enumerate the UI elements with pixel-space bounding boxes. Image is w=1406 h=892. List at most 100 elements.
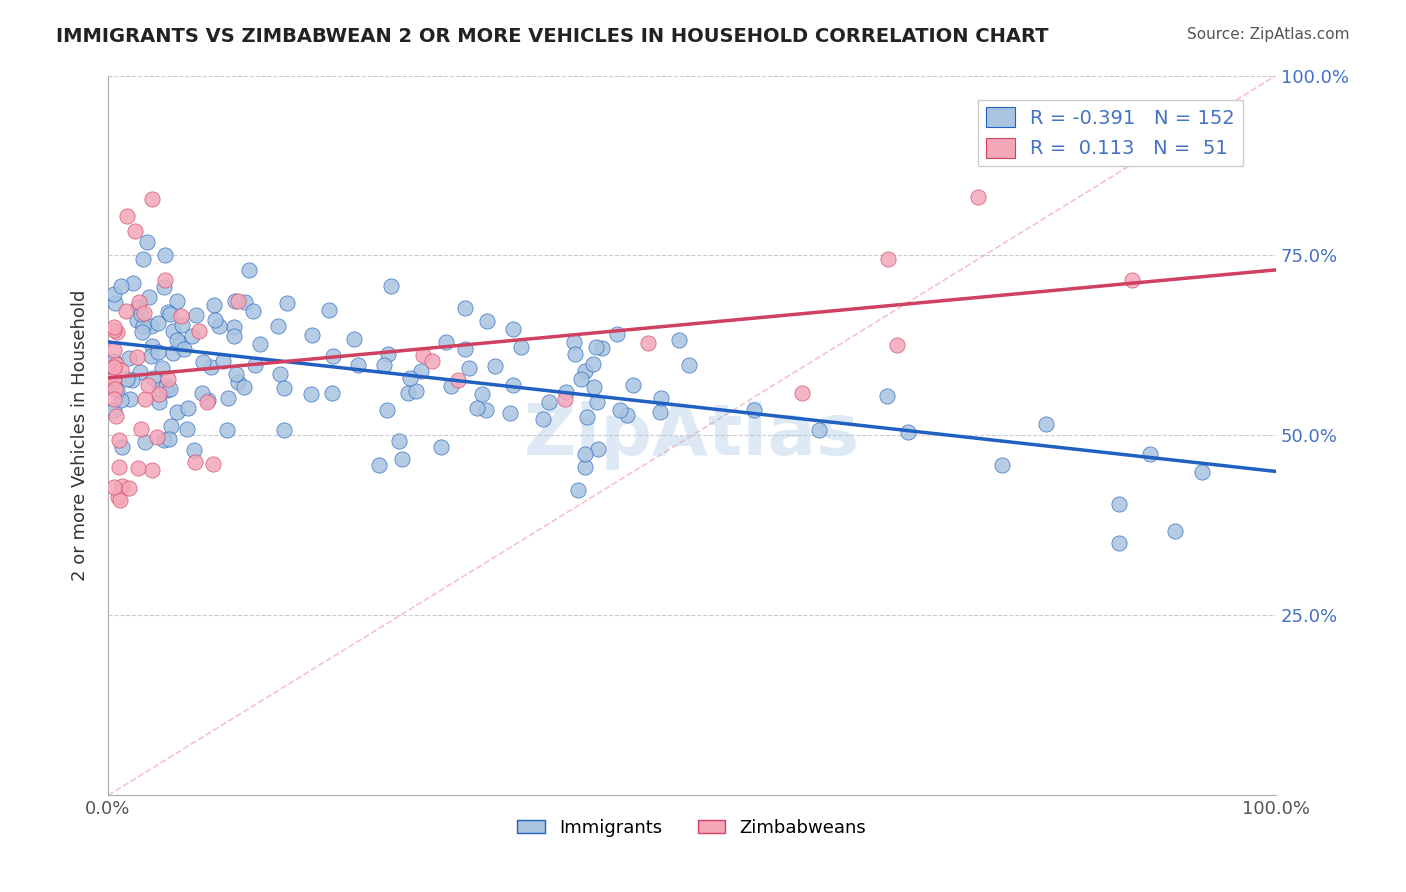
- Immigrants: [499, 405, 522, 419]
- Immigrants: [391, 452, 413, 467]
- Immigrants: [398, 371, 420, 385]
- Immigrants: [477, 314, 499, 328]
- Zimbabweans: [157, 371, 180, 385]
- Immigrants: [343, 332, 366, 346]
- Zimbabweans: [146, 430, 169, 444]
- Zimbabweans: [103, 392, 125, 406]
- Zimbabweans: [103, 359, 125, 374]
- Immigrants: [1035, 417, 1057, 431]
- Immigrants: [650, 392, 672, 406]
- Zimbabweans: [202, 457, 225, 471]
- Immigrants: [242, 303, 264, 318]
- Immigrants: [166, 333, 188, 347]
- Immigrants: [136, 235, 159, 250]
- Immigrants: [103, 359, 125, 374]
- Immigrants: [139, 350, 162, 364]
- Immigrants: [586, 442, 609, 456]
- Zimbabweans: [637, 336, 659, 351]
- Zimbabweans: [886, 337, 908, 351]
- Immigrants: [103, 287, 125, 301]
- Immigrants: [149, 382, 172, 396]
- Zimbabweans: [105, 409, 128, 423]
- Zimbabweans: [141, 192, 163, 206]
- Immigrants: [166, 405, 188, 419]
- Zimbabweans: [103, 343, 125, 357]
- Immigrants: [991, 458, 1014, 472]
- Y-axis label: 2 or more Vehicles in Household: 2 or more Vehicles in Household: [72, 290, 89, 582]
- Immigrants: [269, 367, 291, 381]
- Zimbabweans: [103, 319, 125, 334]
- Zimbabweans: [226, 293, 249, 308]
- Immigrants: [127, 300, 149, 314]
- Immigrants: [411, 364, 433, 378]
- Immigrants: [212, 354, 235, 368]
- Immigrants: [471, 387, 494, 401]
- Zimbabweans: [141, 463, 163, 477]
- Immigrants: [111, 440, 134, 454]
- Immigrants: [467, 401, 489, 416]
- Immigrants: [155, 247, 177, 261]
- Immigrants: [238, 262, 260, 277]
- Immigrants: [574, 460, 596, 475]
- Immigrants: [318, 303, 340, 318]
- Immigrants: [606, 327, 628, 342]
- Immigrants: [224, 319, 246, 334]
- Immigrants: [141, 318, 163, 333]
- Immigrants: [388, 434, 411, 448]
- Immigrants: [569, 372, 592, 386]
- Immigrants: [215, 424, 238, 438]
- Immigrants: [122, 277, 145, 291]
- Legend: Immigrants, Zimbabweans: Immigrants, Zimbabweans: [510, 812, 873, 844]
- Immigrants: [127, 313, 149, 327]
- Zimbabweans: [129, 422, 152, 436]
- Immigrants: [157, 432, 180, 446]
- Immigrants: [146, 345, 169, 359]
- Immigrants: [591, 341, 613, 355]
- Immigrants: [574, 447, 596, 461]
- Immigrants: [159, 383, 181, 397]
- Immigrants: [531, 412, 554, 426]
- Immigrants: [405, 384, 427, 399]
- Zimbabweans: [446, 373, 468, 387]
- Immigrants: [128, 365, 150, 379]
- Zimbabweans: [1121, 273, 1143, 287]
- Immigrants: [299, 387, 322, 401]
- Zimbabweans: [107, 490, 129, 504]
- Immigrants: [173, 343, 195, 357]
- Immigrants: [502, 377, 524, 392]
- Immigrants: [146, 317, 169, 331]
- Immigrants: [232, 380, 254, 394]
- Zimbabweans: [104, 357, 127, 371]
- Immigrants: [131, 319, 153, 334]
- Immigrants: [118, 351, 141, 366]
- Zimbabweans: [134, 392, 156, 406]
- Immigrants: [120, 392, 142, 406]
- Immigrants: [276, 295, 298, 310]
- Immigrants: [191, 386, 214, 401]
- Immigrants: [131, 306, 153, 320]
- Immigrants: [177, 401, 200, 415]
- Zimbabweans: [124, 224, 146, 238]
- Immigrants: [222, 329, 245, 343]
- Immigrants: [475, 403, 498, 417]
- Immigrants: [115, 372, 138, 386]
- Immigrants: [576, 410, 599, 425]
- Immigrants: [373, 358, 395, 372]
- Immigrants: [131, 325, 153, 339]
- Zimbabweans: [103, 374, 125, 388]
- Immigrants: [538, 395, 561, 409]
- Immigrants: [377, 347, 399, 361]
- Zimbabweans: [967, 190, 990, 204]
- Immigrants: [582, 380, 605, 394]
- Immigrants: [162, 324, 184, 338]
- Zimbabweans: [134, 305, 156, 319]
- Zimbabweans: [118, 481, 141, 495]
- Immigrants: [585, 394, 607, 409]
- Immigrants: [245, 358, 267, 372]
- Immigrants: [148, 394, 170, 409]
- Immigrants: [380, 278, 402, 293]
- Immigrants: [132, 252, 155, 267]
- Immigrants: [454, 301, 477, 315]
- Immigrants: [742, 403, 765, 417]
- Zimbabweans: [136, 378, 159, 392]
